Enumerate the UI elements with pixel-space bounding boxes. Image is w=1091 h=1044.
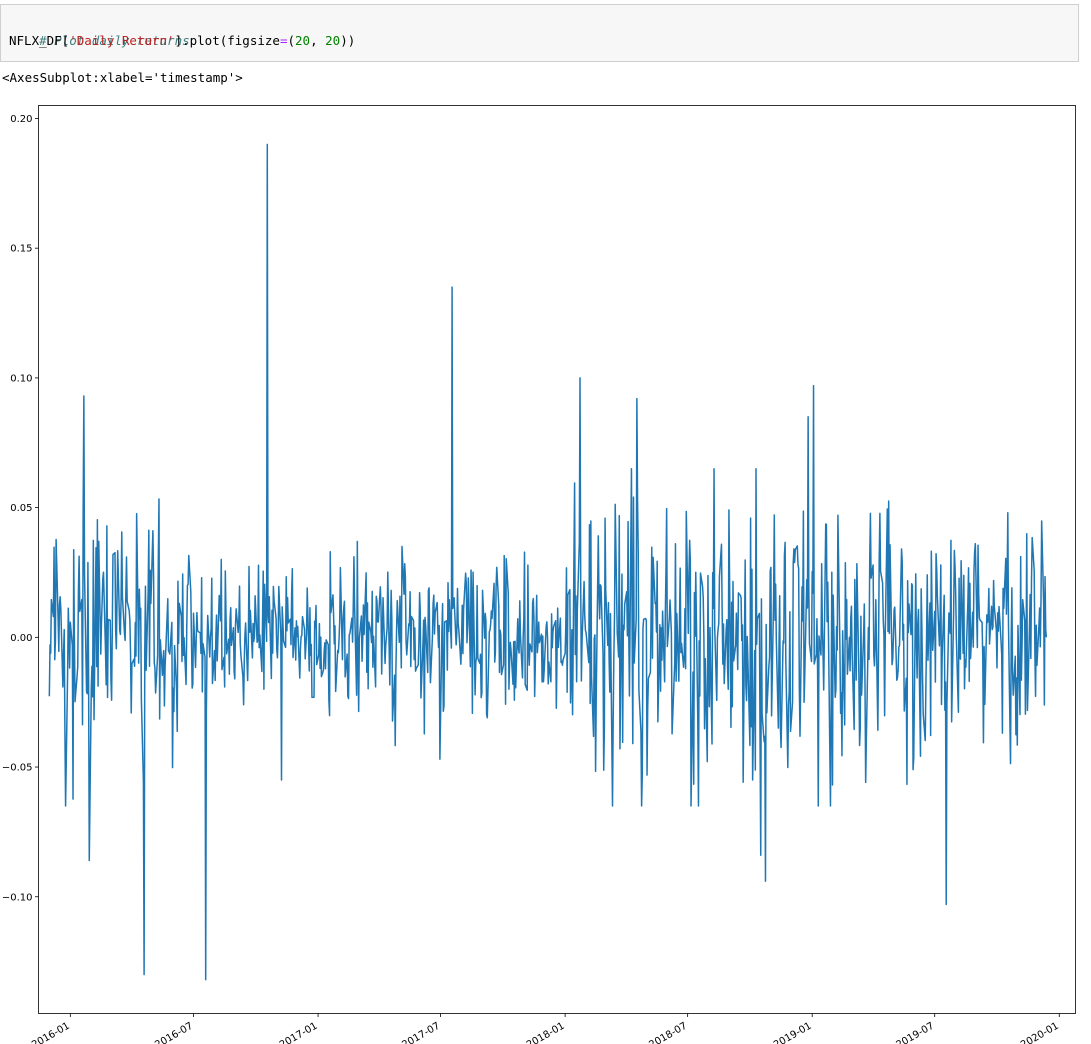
x-tick-label: 2020-01 bbox=[1019, 1021, 1061, 1044]
code-equals: = bbox=[279, 33, 288, 48]
x-tick-label: 2017-01 bbox=[278, 1021, 320, 1044]
code-comment: # Plot daily returns bbox=[39, 33, 190, 48]
code-num-1: 20 bbox=[295, 33, 311, 48]
daily-return-chart: 0.20 0.15 0.10 0.05 0.00 −0.05 −0.10 2016-01 201… bbox=[2, 105, 1076, 1044]
code-paren: ( bbox=[287, 33, 295, 48]
x-tick-label: 2016-07 bbox=[153, 1021, 195, 1044]
y-tick-label: −0.05 bbox=[2, 763, 33, 774]
x-tick-label: 2018-07 bbox=[647, 1021, 689, 1044]
output-repr: <AxesSubplot:xlabel='timestamp'> bbox=[2, 70, 243, 85]
code-comment-line: # Plot daily returns bbox=[9, 17, 190, 65]
code-mid: ].plot(figsize bbox=[174, 33, 280, 48]
x-tick-label: 2016-01 bbox=[30, 1021, 72, 1044]
code-comma: , bbox=[310, 33, 326, 48]
axes: 0.20 0.15 0.10 0.05 0.00 −0.05 −0.10 2016-01 201… bbox=[2, 105, 1076, 1044]
y-tick-label: 0.10 bbox=[10, 373, 32, 384]
daily-return-series-line bbox=[48, 143, 1048, 981]
code-string: 'Daily Return' bbox=[69, 33, 175, 48]
x-tick-label: 2017-07 bbox=[400, 1021, 442, 1044]
plot-frame bbox=[38, 105, 1076, 1014]
x-tick-label: 2018-01 bbox=[525, 1021, 567, 1044]
plot-area bbox=[48, 143, 1048, 981]
code-num-2: 20 bbox=[325, 33, 341, 48]
code-cell-input[interactable]: # Plot daily returns NFLX_DF['Daily Retu… bbox=[0, 4, 1079, 62]
code-end: )) bbox=[340, 33, 356, 48]
code-statement-line: NFLX_DF['Daily Return'].plot(figsize=(20… bbox=[9, 33, 355, 49]
y-tick-label: 0.20 bbox=[10, 114, 32, 125]
x-tick-label: 2019-07 bbox=[895, 1021, 937, 1044]
y-tick-label: −0.10 bbox=[2, 892, 33, 903]
x-tick-label: 2019-01 bbox=[772, 1021, 814, 1044]
y-tick-label: 0.00 bbox=[10, 633, 32, 644]
y-tick-label: 0.15 bbox=[10, 244, 32, 255]
code-prefix: NFLX_DF[ bbox=[9, 33, 70, 48]
y-tick-label: 0.05 bbox=[10, 503, 32, 514]
